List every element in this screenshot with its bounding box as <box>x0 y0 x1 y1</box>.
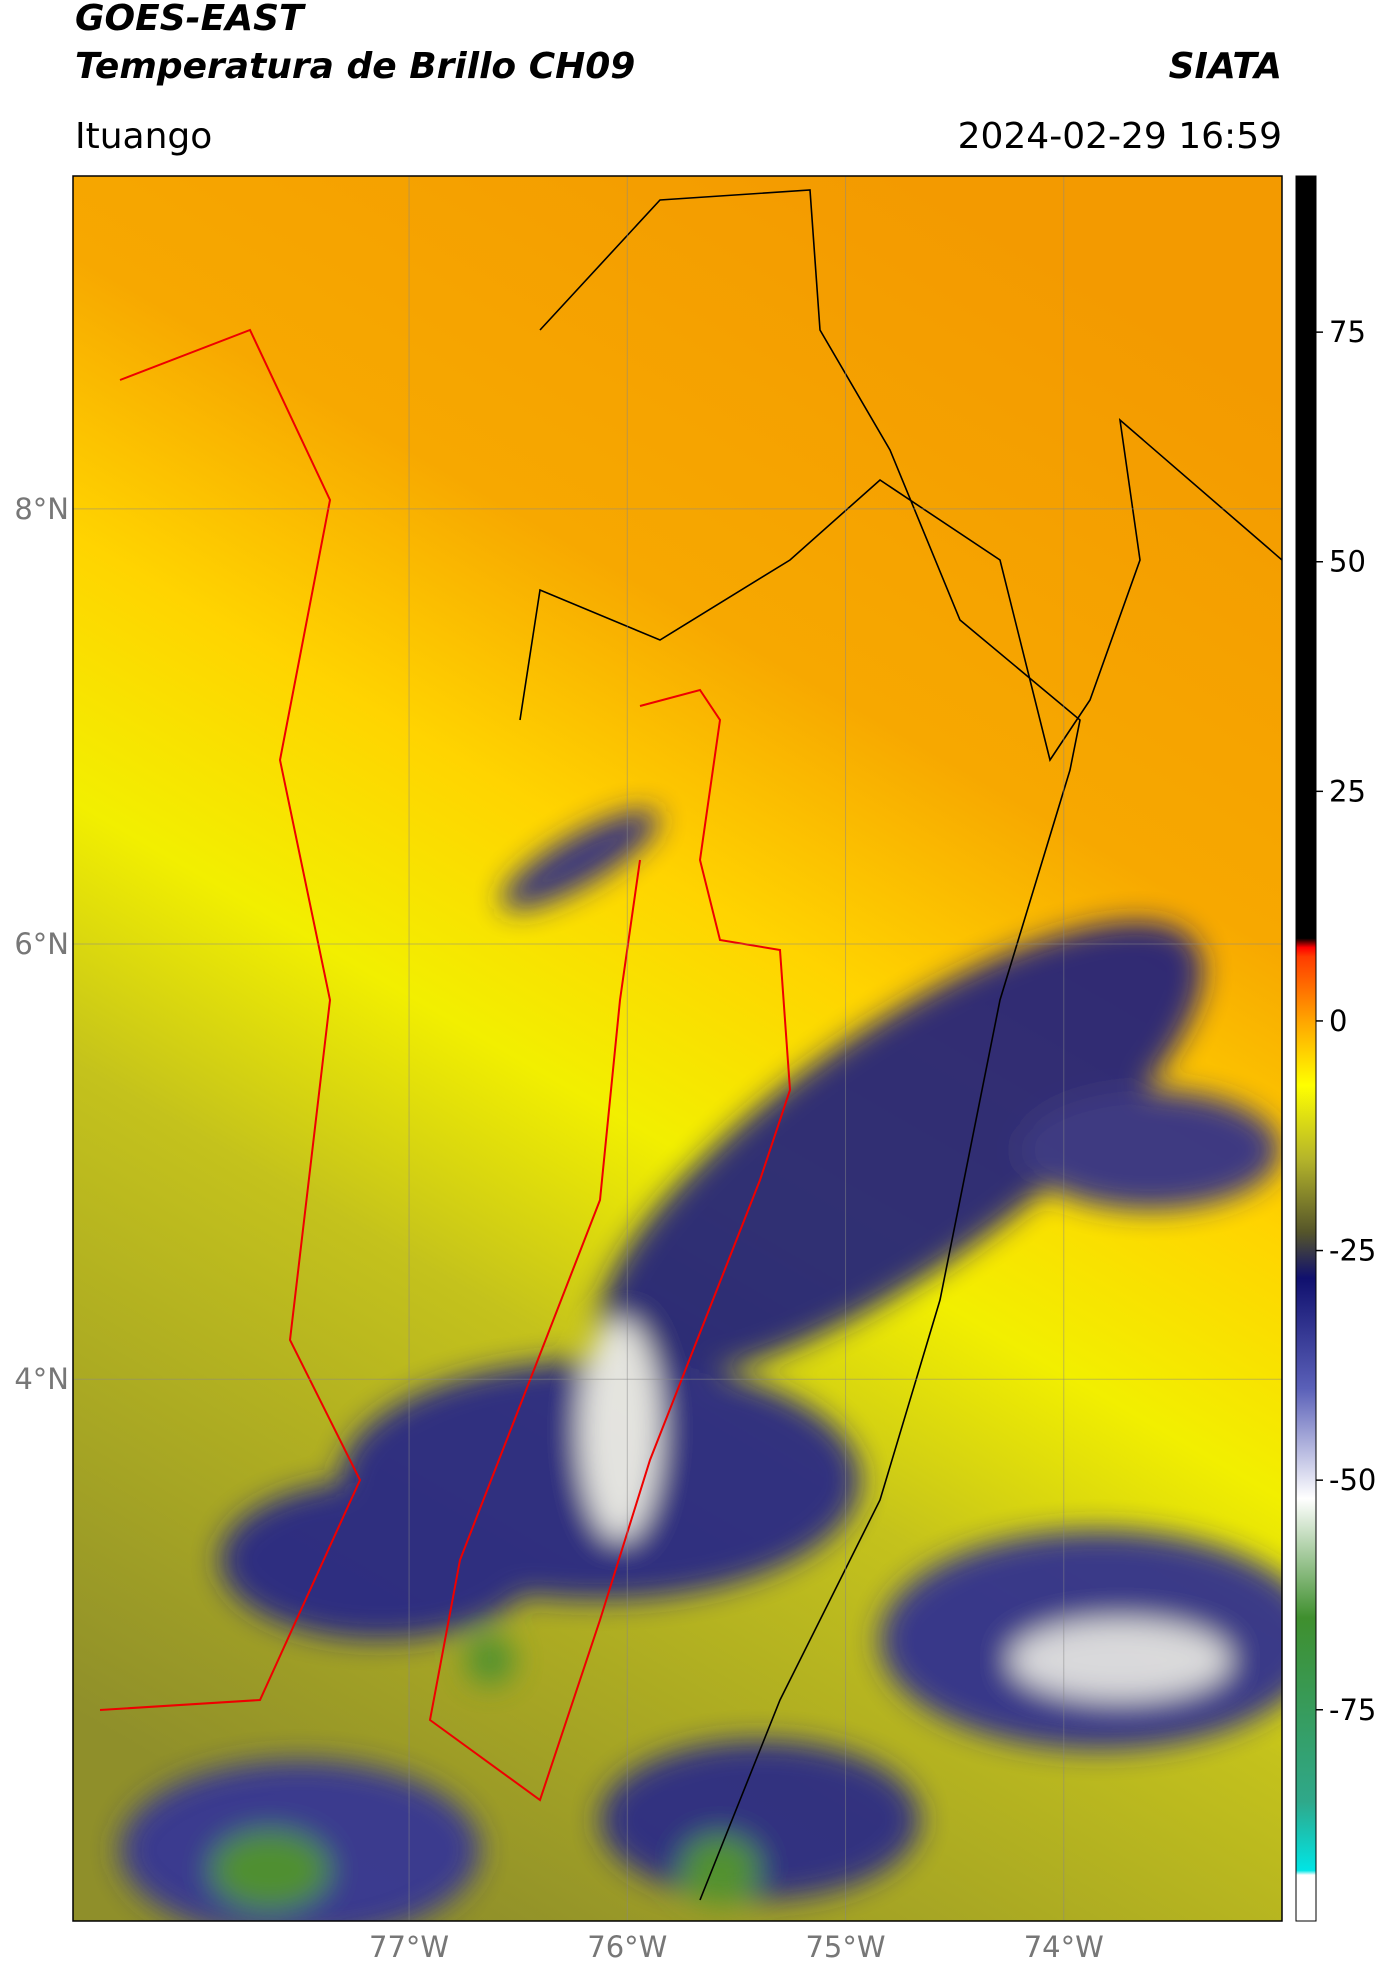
source: SIATA <box>1169 46 1282 87</box>
region: Ituango <box>75 116 212 157</box>
colorbar-tick-label: 25 <box>1329 774 1366 808</box>
lon-label: 74°W <box>1024 1930 1104 1964</box>
map-frame <box>72 175 1283 1922</box>
lon-label: 75°W <box>805 1930 885 1964</box>
lon-label: 77°W <box>369 1930 449 1964</box>
title: GOES-EAST <box>75 0 306 39</box>
lat-label: 6°N <box>14 927 69 961</box>
colorbar-tick-label: -75 <box>1329 1693 1376 1727</box>
lat-label: 4°N <box>14 1362 69 1396</box>
timestamp: 2024-02-29 16:59 <box>958 116 1282 157</box>
colorbar-tick-label: 0 <box>1329 1004 1347 1038</box>
map-image <box>73 176 1282 1921</box>
colorbar-tick-label: 50 <box>1329 545 1366 579</box>
colorbar <box>1295 175 1317 1922</box>
lon-label: 76°W <box>587 1930 667 1964</box>
lat-label: 8°N <box>14 492 69 526</box>
subtitle: Temperatura de Brillo CH09 <box>75 46 635 87</box>
colorbar-tick-label: -25 <box>1329 1234 1376 1268</box>
colorbar-tick-label: 75 <box>1329 315 1366 349</box>
colorbar-tick-label: -50 <box>1329 1463 1376 1497</box>
